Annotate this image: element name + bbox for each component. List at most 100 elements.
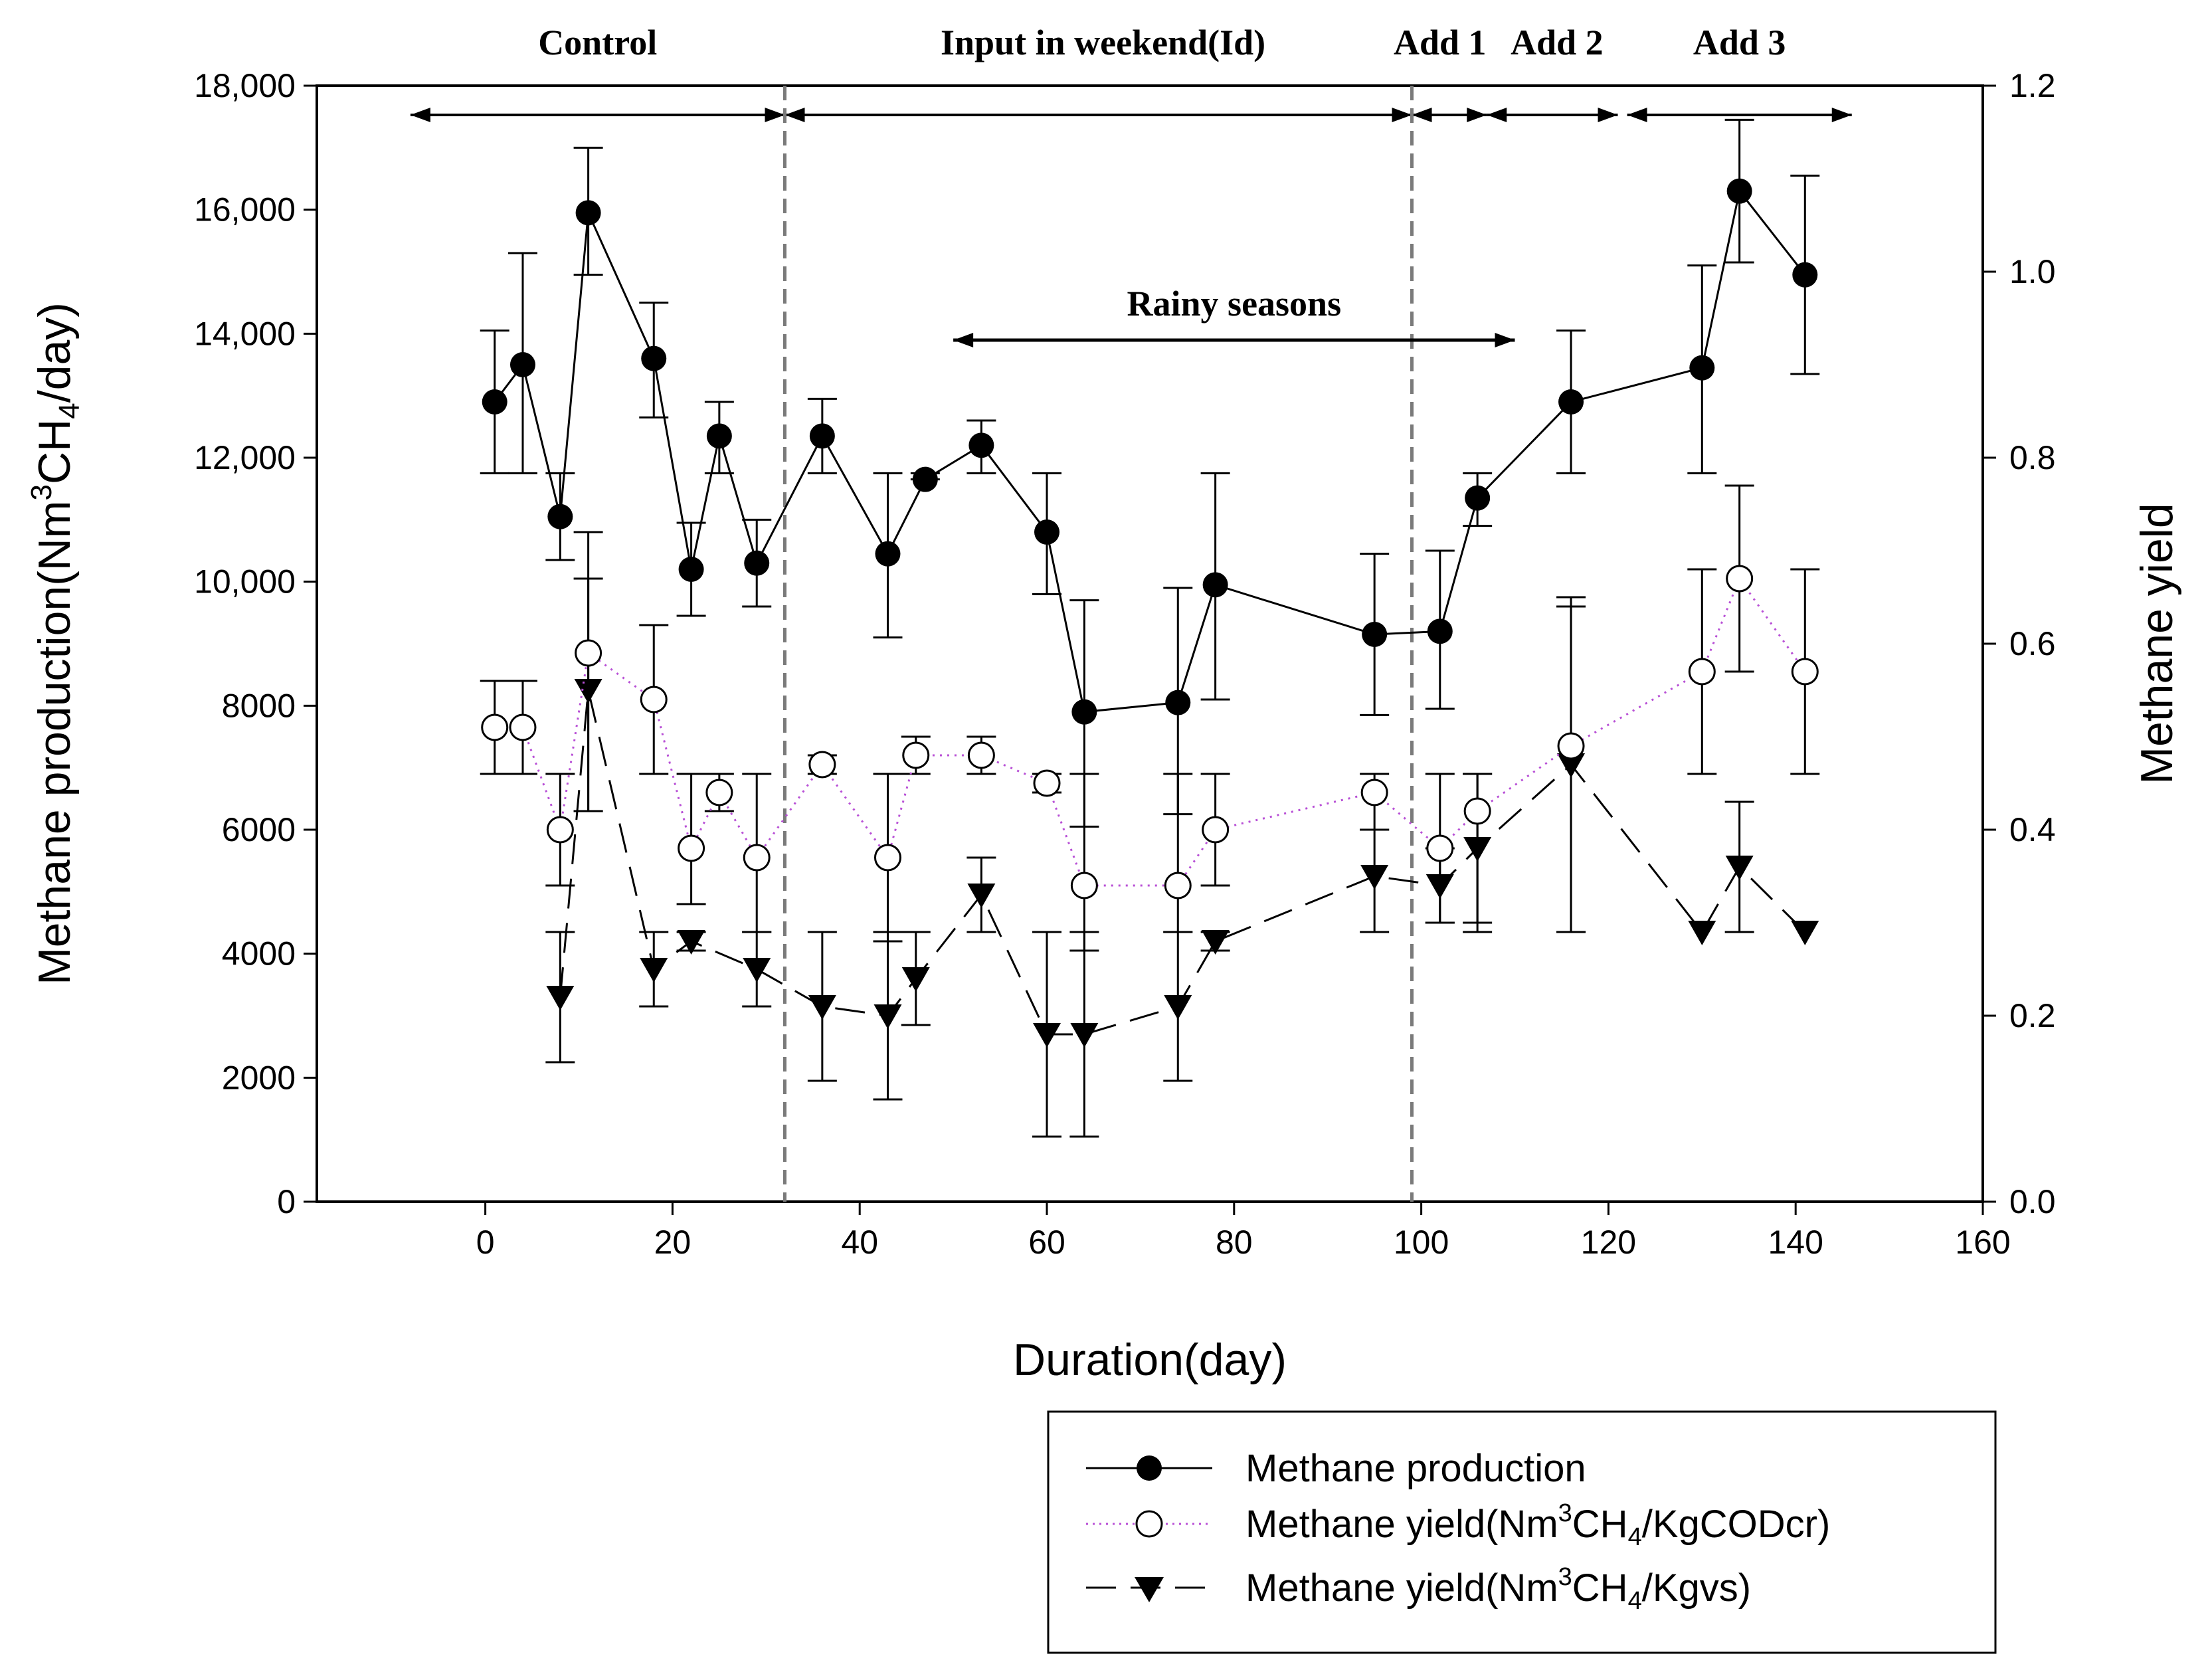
data-point <box>1202 816 1230 844</box>
data-point <box>481 713 509 741</box>
data-point <box>743 958 771 982</box>
data-point <box>1202 572 1228 598</box>
y-left-title-sup: 3 <box>25 484 58 500</box>
data-point <box>677 930 705 955</box>
data-point <box>901 967 930 992</box>
y-left-title-mid: CH <box>29 419 80 484</box>
rainy-seasons-arrow <box>953 333 1515 347</box>
y-left-tick-label: 16,000 <box>194 191 296 229</box>
y-left-tick-label: 10,000 <box>194 563 296 601</box>
legend-frame <box>1047 1410 1997 1654</box>
legend-label-yield-vs: Methane yield(Nm3CH4/Kgvs) <box>1245 1563 1751 1615</box>
x-tick-label: 80 <box>1216 1224 1253 1261</box>
data-point <box>809 423 835 449</box>
y-left-tick-label: 18,000 <box>194 67 296 104</box>
data-point <box>547 504 573 529</box>
x-tick-label: 60 <box>1028 1224 1065 1261</box>
data-point <box>1071 699 1097 725</box>
arrow-head-left <box>1487 108 1507 122</box>
data-point <box>967 884 996 908</box>
y-right-tick-label: 0.4 <box>2009 811 2056 848</box>
data-point <box>808 751 836 779</box>
x-tick-label: 120 <box>1581 1224 1636 1261</box>
data-point <box>1689 355 1715 381</box>
markers <box>482 178 1818 725</box>
data-point <box>1726 178 1752 204</box>
y-left-tick-label: 12,000 <box>194 439 296 476</box>
data-point <box>1033 769 1061 797</box>
data-point <box>902 741 930 769</box>
y-left-title-sub: 4 <box>53 403 86 419</box>
svg-text:Methane production(Nm3CH4/day): Methane production(Nm3CH4/day) <box>25 302 86 985</box>
data-point <box>1362 622 1388 647</box>
y-axis-right-title: Methane yield <box>2132 503 2182 784</box>
series-1 <box>480 484 1820 952</box>
data-point <box>874 844 901 872</box>
series-line <box>559 690 1806 1036</box>
y-right-tick-label: 0.6 <box>2009 625 2056 662</box>
data-point <box>1463 797 1491 825</box>
legend-entry-yield-vs: Methane yield(Nm3CH4/Kgvs) <box>1086 1563 1751 1615</box>
y-left-title-part1: Methane production(Nm <box>29 500 80 984</box>
y-left-tick-label: 6000 <box>222 811 296 848</box>
data-point <box>1165 690 1191 715</box>
data-point <box>875 541 901 567</box>
phase-label: Control <box>538 23 657 62</box>
legend-label-yield-codcr: Methane yield(Nm3CH4/KgCODcr) <box>1245 1499 1830 1551</box>
phase-label: Add 2 <box>1511 23 1604 62</box>
data-point <box>967 741 995 769</box>
data-point <box>1426 834 1454 862</box>
arrow-head-left <box>1412 108 1432 122</box>
phase-label: Add 3 <box>1693 23 1786 62</box>
data-point <box>575 200 601 226</box>
x-tick-label: 140 <box>1768 1224 1823 1261</box>
legend: Methane production Methane yield(Nm3CH4/… <box>1047 1410 1997 1654</box>
data-point <box>1792 262 1818 288</box>
phase-arrow <box>784 108 1412 122</box>
data-point <box>1557 732 1585 760</box>
data-series <box>480 118 1820 1138</box>
phase-arrow <box>1487 108 1618 122</box>
data-point <box>1726 565 1754 593</box>
legend-label-production: Methane production <box>1245 1447 1586 1490</box>
data-point <box>509 713 537 741</box>
data-point <box>1201 930 1230 955</box>
arrow-head-left <box>410 108 430 122</box>
arrow-head-right <box>1467 108 1487 122</box>
data-point <box>641 345 667 371</box>
data-point <box>1164 872 1192 899</box>
y-axis-left-title: Methane production(Nm3CH4/day) <box>25 302 86 985</box>
data-point <box>678 557 704 582</box>
arrow-head-right <box>1495 333 1515 347</box>
data-point <box>1360 865 1389 889</box>
arrow-head-left <box>953 333 974 347</box>
data-point <box>968 432 994 458</box>
arrow-head-right <box>1831 108 1852 122</box>
data-point <box>706 423 732 449</box>
data-point <box>1791 658 1819 686</box>
y-right-tick-label: 0.0 <box>2009 1183 2056 1220</box>
y-left-tick-label: 14,000 <box>194 315 296 352</box>
data-point <box>1070 1023 1099 1048</box>
y-left-tick-label: 8000 <box>222 687 296 724</box>
data-point <box>1164 995 1192 1020</box>
data-point <box>482 389 507 415</box>
data-point <box>1688 658 1716 686</box>
data-point <box>1360 779 1388 806</box>
y-right-tick-label: 1.2 <box>2009 67 2056 104</box>
data-point <box>1427 618 1453 644</box>
data-point <box>1725 856 1754 880</box>
x-tick-label: 100 <box>1394 1224 1449 1261</box>
series-0 <box>480 118 1820 828</box>
y-right-tick-label: 0.2 <box>2009 997 2056 1034</box>
data-point <box>640 686 668 713</box>
data-point <box>1465 485 1491 511</box>
legend-marker-filled-circle <box>1137 1455 1162 1481</box>
arrow-head-right <box>1392 108 1412 122</box>
x-axis-title: Duration(day) <box>1013 1335 1287 1385</box>
data-point <box>743 844 771 872</box>
phase-label: Add 1 <box>1394 23 1487 62</box>
y-right-tick-label: 1.0 <box>2009 253 2056 290</box>
phase-arrow <box>410 108 785 122</box>
